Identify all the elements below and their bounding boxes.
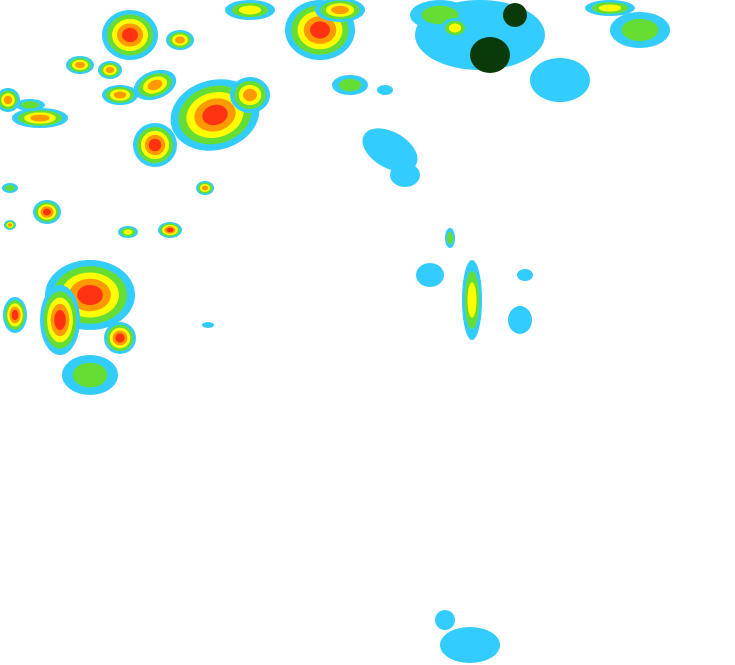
echo bbox=[310, 21, 330, 39]
echo bbox=[362, 128, 418, 172]
echo bbox=[530, 58, 590, 102]
echo bbox=[503, 3, 527, 27]
echo bbox=[598, 4, 622, 12]
echo bbox=[54, 310, 66, 330]
echo bbox=[175, 36, 185, 44]
echo bbox=[338, 78, 362, 92]
echo bbox=[115, 333, 125, 343]
echo bbox=[377, 85, 393, 95]
echo bbox=[202, 104, 228, 126]
echo bbox=[440, 627, 500, 663]
echo bbox=[448, 23, 462, 33]
precipitation-echoes bbox=[0, 0, 670, 663]
echo bbox=[148, 138, 162, 152]
echo bbox=[446, 231, 454, 245]
echo bbox=[30, 114, 50, 122]
echo bbox=[201, 185, 209, 191]
echo bbox=[75, 61, 85, 69]
echo bbox=[435, 610, 455, 630]
echo bbox=[3, 95, 13, 105]
echo bbox=[11, 309, 19, 321]
echo bbox=[390, 163, 420, 187]
echo bbox=[202, 322, 214, 328]
echo bbox=[7, 223, 13, 227]
echo bbox=[243, 88, 257, 102]
echo bbox=[416, 263, 444, 287]
echo bbox=[470, 37, 510, 73]
echo bbox=[105, 66, 115, 74]
echo bbox=[20, 101, 40, 109]
echo bbox=[123, 229, 133, 235]
echo bbox=[113, 91, 127, 99]
echo bbox=[72, 362, 108, 388]
echo bbox=[5, 184, 15, 192]
echo bbox=[147, 79, 163, 91]
echo bbox=[517, 269, 533, 281]
echo bbox=[508, 306, 532, 334]
echo bbox=[467, 282, 477, 318]
echo bbox=[166, 227, 174, 233]
echo bbox=[77, 285, 103, 305]
echo bbox=[122, 27, 138, 43]
echo bbox=[331, 5, 349, 15]
echo bbox=[238, 5, 262, 15]
echo bbox=[621, 18, 659, 42]
echo bbox=[43, 208, 51, 216]
